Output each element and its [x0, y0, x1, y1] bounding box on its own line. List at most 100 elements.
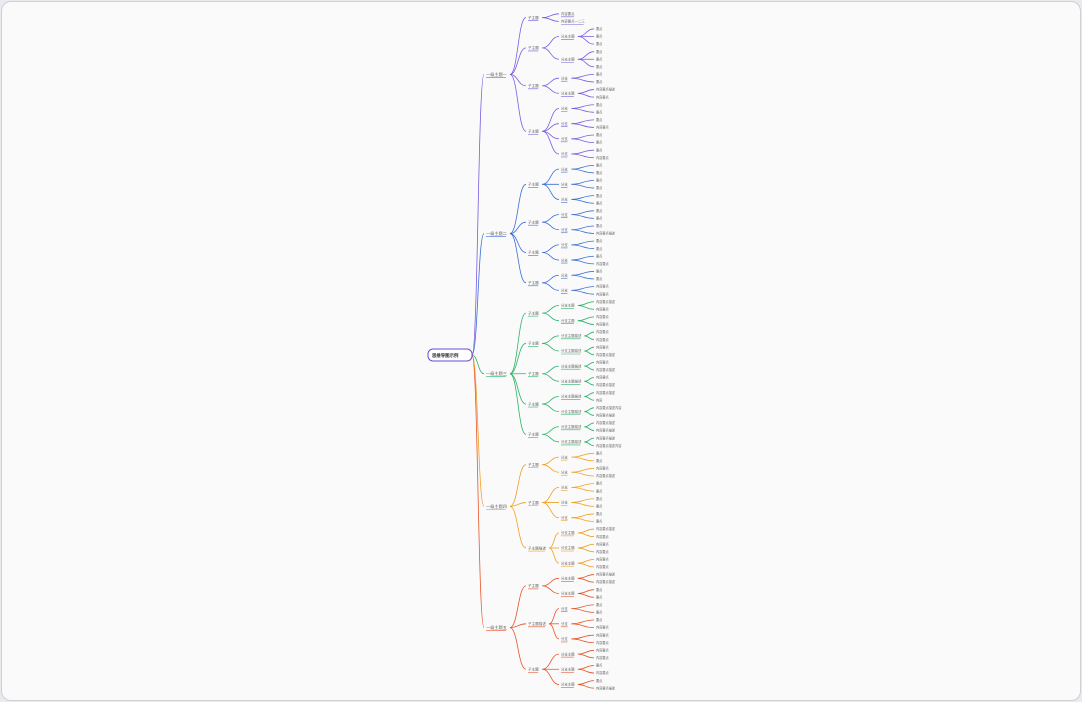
branch-node[interactable]: 分支主题 [561, 303, 575, 308]
leaf-node[interactable]: 要点 [596, 511, 603, 516]
leaf-node[interactable]: 要点 [596, 488, 603, 493]
leaf-node[interactable]: 内容要点描述 [596, 428, 616, 433]
subtopic-node[interactable]: 子主题 [528, 182, 539, 187]
subtopic-node[interactable]: 子主题 [528, 667, 539, 672]
branch-node[interactable]: 分支主题 [561, 318, 575, 323]
branch-node[interactable]: 分支 [561, 181, 568, 186]
leaf-node[interactable]: 内容 [596, 397, 603, 402]
branch-node[interactable]: 分支 [561, 257, 568, 262]
leaf-node[interactable]: 要点 [596, 602, 603, 607]
branch-node[interactable]: 分支主题 [561, 34, 575, 39]
subtopic-node[interactable]: 子主题 [528, 250, 539, 255]
branch-node[interactable]: 分支 [561, 197, 568, 202]
leaf-node[interactable]: 要点 [596, 109, 603, 114]
leaf-node[interactable]: 内容要点 [596, 344, 610, 349]
topic-node[interactable]: 一级主题四 [486, 503, 507, 510]
leaf-node[interactable]: 内容要点描述 [596, 87, 616, 92]
leaf-node[interactable]: 要点 [596, 663, 603, 668]
leaf-node[interactable]: 内容要点 [596, 640, 610, 645]
leaf-node[interactable]: 内容要点 [596, 306, 610, 311]
leaf-node[interactable]: 要点 [596, 102, 603, 107]
leaf-node[interactable]: 内容要点 [596, 329, 610, 334]
leaf-node[interactable]: 内容要点描述 [596, 413, 616, 418]
leaf-node[interactable]: 内容要点描述 [596, 435, 616, 440]
leaf-node[interactable]: 内容要点描述 [596, 390, 616, 395]
subtopic-node[interactable]: 子主题描述 [528, 545, 546, 550]
leaf-node[interactable]: 内容要点 [596, 125, 610, 130]
leaf-node[interactable]: 要点 [596, 56, 603, 61]
leaf-node[interactable]: 内容要点 [596, 94, 610, 99]
leaf-node[interactable]: 要点 [596, 594, 603, 599]
leaf-node[interactable]: 内容要点描述 [596, 526, 616, 531]
leaf-node[interactable]: 内容要点 [596, 549, 610, 554]
leaf-node[interactable]: 要点 [596, 41, 603, 46]
branch-node[interactable]: 分支 [561, 227, 568, 232]
leaf-node[interactable]: 内容要点 [596, 655, 610, 660]
branch-node[interactable]: 分支 [561, 454, 568, 459]
leaf-node[interactable]: 要点 [596, 269, 603, 274]
leaf-node[interactable]: 内容要点 [596, 632, 610, 637]
subtopic-node[interactable]: 子主题 [528, 219, 539, 224]
leaf-node[interactable]: 要点 [596, 132, 603, 137]
branch-node[interactable]: 分支 [561, 121, 568, 126]
leaf-node[interactable]: 要点 [596, 610, 603, 615]
leaf-node[interactable]: 内容要点 [596, 670, 610, 675]
branch-node[interactable]: 分支主题 [561, 560, 575, 565]
leaf-node[interactable]: 要点 [596, 117, 603, 122]
subtopic-node[interactable]: 子主题 [528, 583, 539, 588]
leaf-node[interactable]: 内容要点 [596, 261, 610, 266]
branch-node[interactable]: 分支主题 [561, 576, 575, 581]
branch-node[interactable]: 分支主题 [561, 56, 575, 61]
leaf-node[interactable]: 内容要点 [596, 541, 610, 546]
branch-node[interactable]: 内容要点一二三 [561, 19, 585, 24]
branch-node[interactable]: 分支 [561, 75, 568, 80]
leaf-node[interactable]: 内容要点描述 [596, 572, 616, 577]
topic-node[interactable]: 一级主题一 [486, 71, 507, 78]
leaf-node[interactable]: 要点 [596, 678, 603, 683]
leaf-node[interactable]: 内容要点 [596, 564, 610, 569]
branch-node[interactable]: 分支主题 [561, 91, 575, 96]
root-node[interactable]: 思维导图示例 [427, 348, 473, 362]
subtopic-node[interactable]: 子主题 [528, 432, 539, 437]
branch-node[interactable]: 分支主题 [561, 591, 575, 596]
leaf-node[interactable]: 要点 [596, 200, 603, 205]
leaf-node[interactable]: 内容要点描述 [596, 382, 616, 387]
subtopic-node[interactable]: 子主题 [528, 401, 539, 406]
leaf-node[interactable]: 要点 [596, 617, 603, 622]
branch-node[interactable]: 分支主题描述 [561, 379, 582, 384]
leaf-node[interactable]: 要点 [596, 253, 603, 258]
subtopic-node[interactable]: 子主题 [528, 83, 539, 88]
branch-node[interactable]: 分支 [561, 212, 568, 217]
branch-node[interactable]: 分支 [561, 500, 568, 505]
leaf-node[interactable]: 内容要点 [596, 557, 610, 562]
branch-node[interactable]: 分支 [561, 485, 568, 490]
subtopic-node[interactable]: 子主题 [528, 15, 539, 20]
leaf-node[interactable]: 内容要点 [596, 314, 610, 319]
branch-node[interactable]: 分支主题描述 [561, 333, 582, 338]
leaf-node[interactable]: 要点 [596, 26, 603, 31]
branch-node[interactable]: 分支 [561, 242, 568, 247]
leaf-node[interactable]: 内容要点 [596, 375, 610, 380]
subtopic-node[interactable]: 子主题 [528, 500, 539, 505]
leaf-node[interactable]: 要点 [596, 140, 603, 145]
leaf-node[interactable]: 内容要点描述内容 [596, 443, 622, 448]
leaf-node[interactable]: 内容要点 [596, 647, 610, 652]
leaf-node[interactable]: 要点 [596, 496, 603, 501]
branch-node[interactable]: 分支 [561, 621, 568, 626]
leaf-node[interactable]: 要点 [596, 162, 603, 167]
branch-node[interactable]: 分支 [561, 606, 568, 611]
branch-node[interactable]: 分支主题描述 [561, 363, 582, 368]
leaf-node[interactable]: 内容要点 [596, 359, 610, 364]
branch-node[interactable]: 分支主题描述 [561, 348, 582, 353]
branch-node[interactable]: 分支主题描述 [561, 394, 582, 399]
leaf-node[interactable]: 内容要点描述 [596, 352, 616, 357]
branch-node[interactable]: 分支主题 [561, 666, 575, 671]
leaf-node[interactable]: 要点 [596, 79, 603, 84]
leaf-node[interactable]: 要点 [596, 458, 603, 463]
leaf-node[interactable]: 要点 [596, 519, 603, 524]
leaf-node[interactable]: 内容要点描述 [596, 367, 616, 372]
subtopic-node[interactable]: 子主题 [528, 45, 539, 50]
leaf-node[interactable]: 内容要点 [596, 466, 610, 471]
subtopic-node[interactable]: 子主题 [528, 129, 539, 134]
branch-node[interactable]: 内容要点 [561, 11, 575, 16]
